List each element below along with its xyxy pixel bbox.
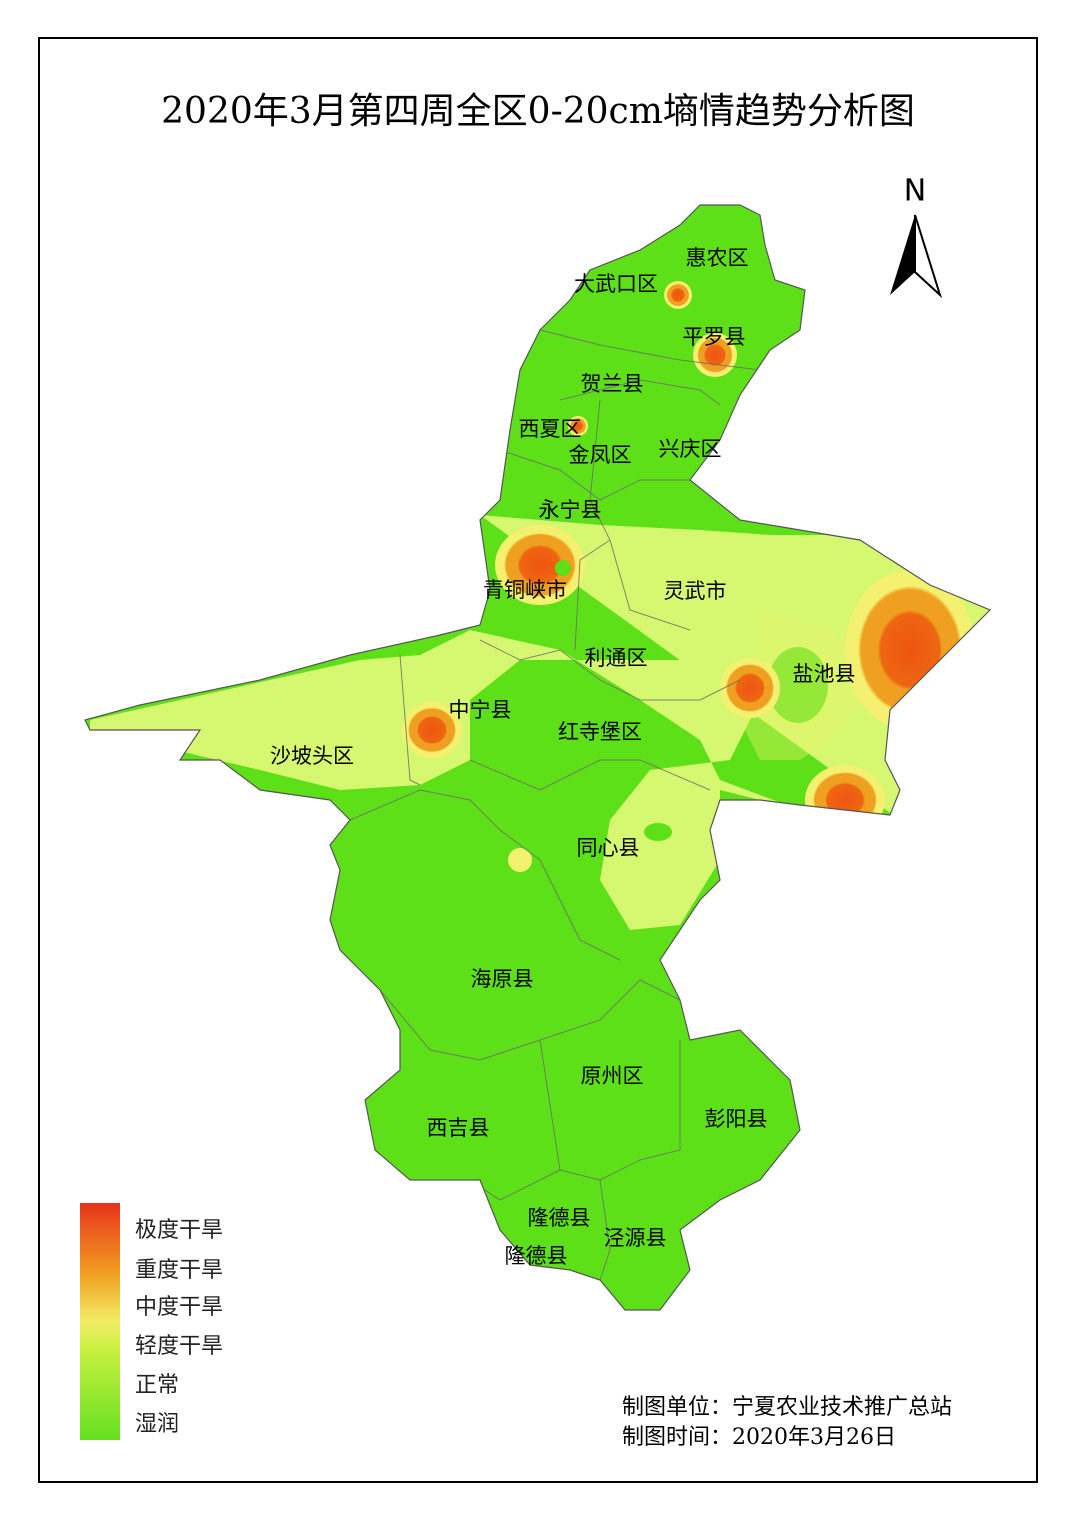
district-label: 灵武市 <box>664 579 727 603</box>
district-label: 中宁县 <box>449 698 512 722</box>
legend-label: 湿润 <box>135 1412 179 1437</box>
district-label: 同心县 <box>577 836 640 860</box>
district-label: 沙坡头区 <box>270 744 354 768</box>
district-label: 贺兰县 <box>581 372 644 396</box>
north-label: N <box>904 174 926 209</box>
north-arrow: N <box>890 174 943 299</box>
legend: 极度干旱 重度干旱 中度干旱 轻度干旱 正常 湿润 <box>80 1203 223 1440</box>
credit: 制图单位：宁夏农业技术推广总站 <box>622 1395 952 1420</box>
district-label: 彭阳县 <box>705 1107 768 1131</box>
credit: 制图时间：2020年3月26日 <box>622 1425 896 1450</box>
district-label: 利通区 <box>585 646 648 670</box>
legend-label: 极度干旱 <box>135 1218 223 1243</box>
district-label: 金凤区 <box>569 443 632 467</box>
district-label: 泾源县 <box>604 1226 667 1250</box>
district-label: 海原县 <box>471 967 534 991</box>
district-label: 大武口区 <box>574 272 658 296</box>
legend-label: 正常 <box>135 1373 179 1398</box>
district-label: 隆德县 <box>505 1244 568 1268</box>
district-label: 平罗县 <box>683 325 746 349</box>
district-label: 隆德县 <box>528 1206 591 1230</box>
district-label: 盐池县 <box>793 662 856 686</box>
district-labels: 惠农区 大武口区 平罗县 贺兰县 西夏区 金凤区 兴庆区 永宁县 青铜峡市 灵武… <box>270 246 856 1268</box>
district-label: 青铜峡市 <box>483 578 567 602</box>
district-label: 兴庆区 <box>659 437 722 461</box>
legend-ramp <box>80 1203 120 1440</box>
district-label: 西夏区 <box>519 417 582 441</box>
legend-label: 重度干旱 <box>135 1258 223 1283</box>
map-title: 2020年3月第四周全区0-20cm墒情趋势分析图 <box>161 91 915 132</box>
legend-label: 中度干旱 <box>135 1295 223 1320</box>
district-label: 原州区 <box>581 1064 644 1088</box>
district-label: 西吉县 <box>427 1116 490 1140</box>
district-label: 惠农区 <box>686 246 749 270</box>
legend-label: 轻度干旱 <box>135 1334 223 1359</box>
district-label: 永宁县 <box>539 498 602 522</box>
district-label: 红寺堡区 <box>558 720 642 744</box>
